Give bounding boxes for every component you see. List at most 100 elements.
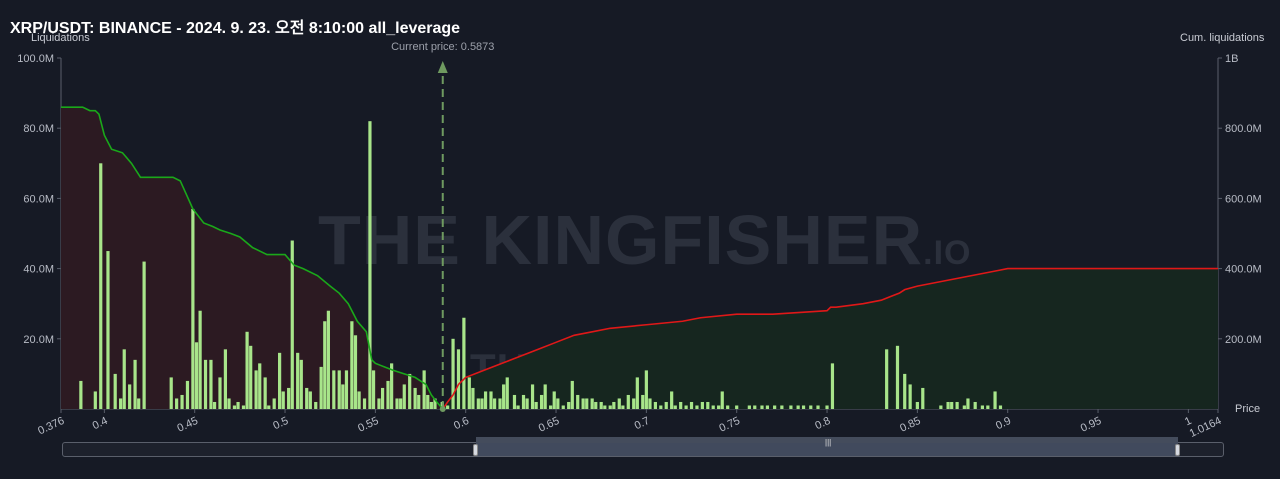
liquidation-bar [113,373,117,409]
liquidation-bar [585,398,589,409]
y-right-tick-label: 800.0M [1225,123,1262,135]
liquidation-bar [249,345,253,409]
liquidation-bar [626,394,630,409]
liquidation-bar [413,387,417,409]
liquidation-bar [962,405,966,409]
liquidation-bar [236,401,240,409]
x-tick-label: 0.95 [1079,415,1103,435]
liquidation-bar [254,370,258,409]
x-tick-label: 0.45 [175,415,199,435]
y-right-tick-label: 400.0M [1225,264,1262,276]
liquidation-bar [980,405,985,409]
liquidation-bar [717,405,721,409]
liquidation-bar [599,401,603,409]
liquidation-bar [903,373,907,409]
liquidation-bar [368,121,372,410]
cum-long-area [442,268,1218,409]
liquidation-bar [700,401,704,409]
liquidation-bar [570,380,574,409]
y-right-tick-label: 600.0M [1225,193,1262,205]
liquidation-bar [258,363,262,409]
navigator-scroll-track[interactable] [476,437,1178,443]
liquidation-bar [706,401,710,409]
x-tick-label: 0.55 [356,415,380,435]
liquidation-bar [467,377,471,409]
range-navigator[interactable]: ||| [62,437,1224,457]
liquidation-bar [789,405,793,409]
liquidation-bar [480,398,484,409]
liquidation-bar [305,387,309,409]
x-tick-label: 1.0164 [1188,415,1224,440]
liquidation-bar [93,391,97,409]
liquidation-bar [695,405,699,409]
liquidation-bar [946,401,950,409]
y-right-tick-label: 1B [1225,53,1238,65]
navigator-grip-icon[interactable]: ||| [825,438,832,447]
x-tick-label: 0.376 [36,415,66,438]
liquidation-bar [711,405,715,409]
liquidation-bar [549,405,553,409]
y-left-tick-label: 80.0M [23,123,54,135]
liquidation-bar [635,377,639,409]
cum-short-area [61,107,443,409]
liquidation-bar [726,405,730,409]
liquidation-bar [521,394,526,409]
liquidation-bar [489,391,493,409]
liquidation-bar [653,401,657,409]
y-left-tick-label: 20.0M [23,334,54,346]
liquidation-bar [308,391,312,409]
current-price-arrow-icon [437,61,448,73]
liquidation-bar [426,394,430,409]
liquidation-bar [885,349,889,409]
liquidation-bar [612,401,616,409]
x-tick-label: 0.5 [271,415,290,432]
x-tick-label: 0.85 [898,415,922,435]
navigator-selection[interactable] [476,443,1178,456]
liquidation-bar [673,405,677,409]
liquidation-bar [185,380,190,409]
liquidation-bar [446,405,450,409]
x-tick-label: 0.65 [537,415,561,435]
liquidation-bar [314,401,318,409]
liquidation-bar [263,377,267,409]
liquidation-bar [169,377,173,409]
liquidation-bar [344,370,349,409]
liquidation-bar [142,261,146,409]
liquidation-bar [648,398,652,409]
liquidation-bar [462,317,466,409]
current-price-label: Current price: 0.5873 [391,41,494,53]
liquidation-bar [203,359,208,409]
liquidation-bar [232,405,237,409]
liquidation-bar [402,384,406,409]
liquidation-bar [79,380,83,409]
liquidation-bar [175,398,179,409]
liquidation-bar [512,394,517,409]
liquidation-bar [747,405,751,409]
liquidation-bar [641,394,645,409]
liquidation-bar [720,391,724,409]
navigator-right-handle[interactable] [1175,444,1180,456]
x-tick-label: 0.7 [633,415,652,432]
liquidation-bar [241,405,246,409]
liquidation-bar [561,405,565,409]
liquidation-bar [180,394,184,409]
liquidation-bar [326,310,330,409]
navigator-left-handle[interactable] [473,444,478,456]
liquidation-bar [323,321,327,409]
liquidation-bar [603,405,607,409]
liquidation-bar [552,391,556,409]
liquidation-bar [679,401,683,409]
liquidation-bar [350,321,354,409]
liquidation-bar [299,359,303,409]
liquidation-bar [644,370,648,409]
liquidation-bar [119,398,123,409]
cum-long-line [442,267,1218,410]
liquidation-bar [341,384,345,409]
liquidation-bar [993,391,997,409]
liquidation-bar [456,349,461,409]
liquidation-bar [319,366,323,409]
liquidation-bar [390,363,394,409]
liquidation-bar [664,401,668,409]
liquidation-bar [357,391,361,409]
